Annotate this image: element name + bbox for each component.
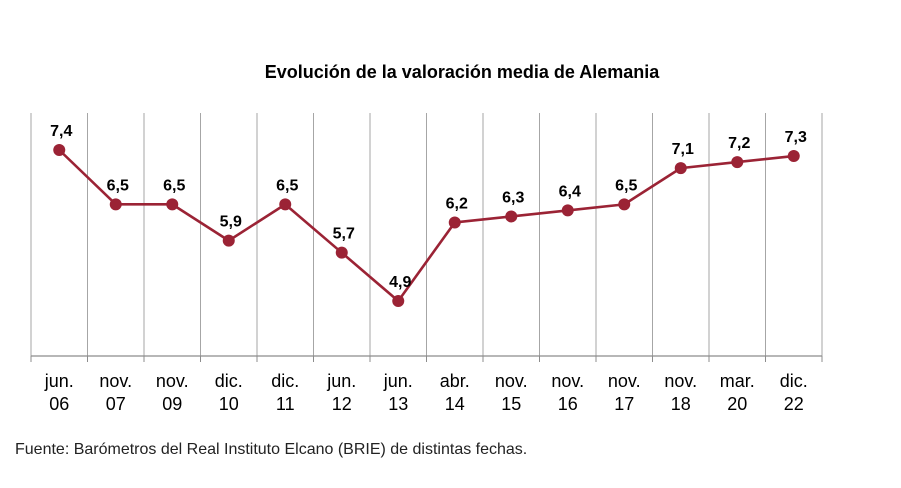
data-point [222, 234, 235, 247]
data-label: 6,5 [615, 177, 637, 194]
data-points [53, 144, 800, 307]
data-point [618, 198, 631, 211]
x-tick-label-month: dic. [271, 371, 299, 391]
data-point [109, 198, 122, 211]
data-point [505, 210, 518, 223]
data-label: 6,2 [446, 195, 468, 212]
x-tick-label-month: mar. [720, 371, 755, 391]
x-tick-label-month: jun. [383, 371, 413, 391]
data-labels: 7,4 6,5 6,5 5,9 6,5 5,7 4,9 6,2 6,3 6,4 6,5 7,1 7,2 7… [50, 123, 807, 291]
data-label: 6,5 [107, 177, 129, 194]
x-tick-label-month: nov. [99, 371, 132, 391]
data-point [335, 246, 348, 259]
x-tick-label-month: abr. [440, 371, 470, 391]
data-label: 6,4 [559, 183, 581, 200]
series-line [58, 149, 794, 303]
x-tick-label-year: 17 [614, 394, 634, 414]
data-label: 6,5 [276, 177, 298, 194]
data-point [561, 204, 574, 217]
x-tick-label-year: 13 [388, 394, 408, 414]
data-point [448, 216, 461, 229]
series-line-path [58, 149, 794, 303]
data-point [392, 295, 405, 307]
data-label: 5,9 [220, 214, 242, 231]
x-tick-label-month: nov. [551, 371, 584, 391]
data-point [731, 156, 744, 169]
x-tick-label-month: nov. [495, 371, 528, 391]
data-label: 7,2 [728, 135, 750, 152]
x-tick-label-month: nov. [608, 371, 641, 391]
x-tick-label-year: 09 [162, 394, 182, 414]
x-axis [30, 355, 823, 362]
x-tick-labels: jun. 06 nov. 07 nov. 09 dic. 10 dic. 11 jun. 12 jun.… [44, 371, 808, 414]
chart-title: Evolución de la valoración media de Alem… [265, 62, 660, 82]
x-tick-label-year: 10 [219, 394, 239, 414]
x-tick-label-month: dic. [215, 371, 243, 391]
data-point [787, 150, 800, 163]
x-tick-label-year: 22 [784, 394, 804, 414]
x-tick-label-month: dic. [780, 371, 808, 391]
x-tick-label-year: 14 [445, 394, 465, 414]
x-tick-label-month: jun. [44, 371, 74, 391]
data-label: 4,9 [389, 274, 411, 291]
data-label: 6,3 [502, 189, 524, 206]
data-label: 7,3 [785, 129, 807, 146]
x-tick-label-year: 07 [106, 394, 126, 414]
data-point [279, 198, 292, 211]
data-point [53, 144, 66, 156]
x-tick-label-year: 11 [276, 394, 295, 414]
x-tick-label-year: 16 [558, 394, 578, 414]
x-tick-label-month: nov. [156, 371, 189, 391]
vertical-gridlines [30, 113, 823, 356]
source-note: Fuente: Barómetros del Real Instituto El… [15, 441, 528, 458]
x-tick-label-year: 15 [501, 394, 521, 414]
x-tick-label-year: 12 [332, 394, 352, 414]
data-label: 7,1 [672, 141, 694, 158]
data-label: 7,4 [50, 123, 72, 140]
data-point [166, 198, 179, 211]
data-label: 6,5 [163, 177, 185, 194]
x-tick-label-year: 20 [727, 394, 747, 414]
x-tick-label-month: nov. [664, 371, 697, 391]
data-label: 5,7 [333, 226, 355, 243]
x-tick-label-month: jun. [326, 371, 356, 391]
data-point [674, 162, 687, 175]
x-tick-label-year: 18 [671, 394, 691, 414]
x-tick-label-year: 06 [49, 394, 69, 414]
